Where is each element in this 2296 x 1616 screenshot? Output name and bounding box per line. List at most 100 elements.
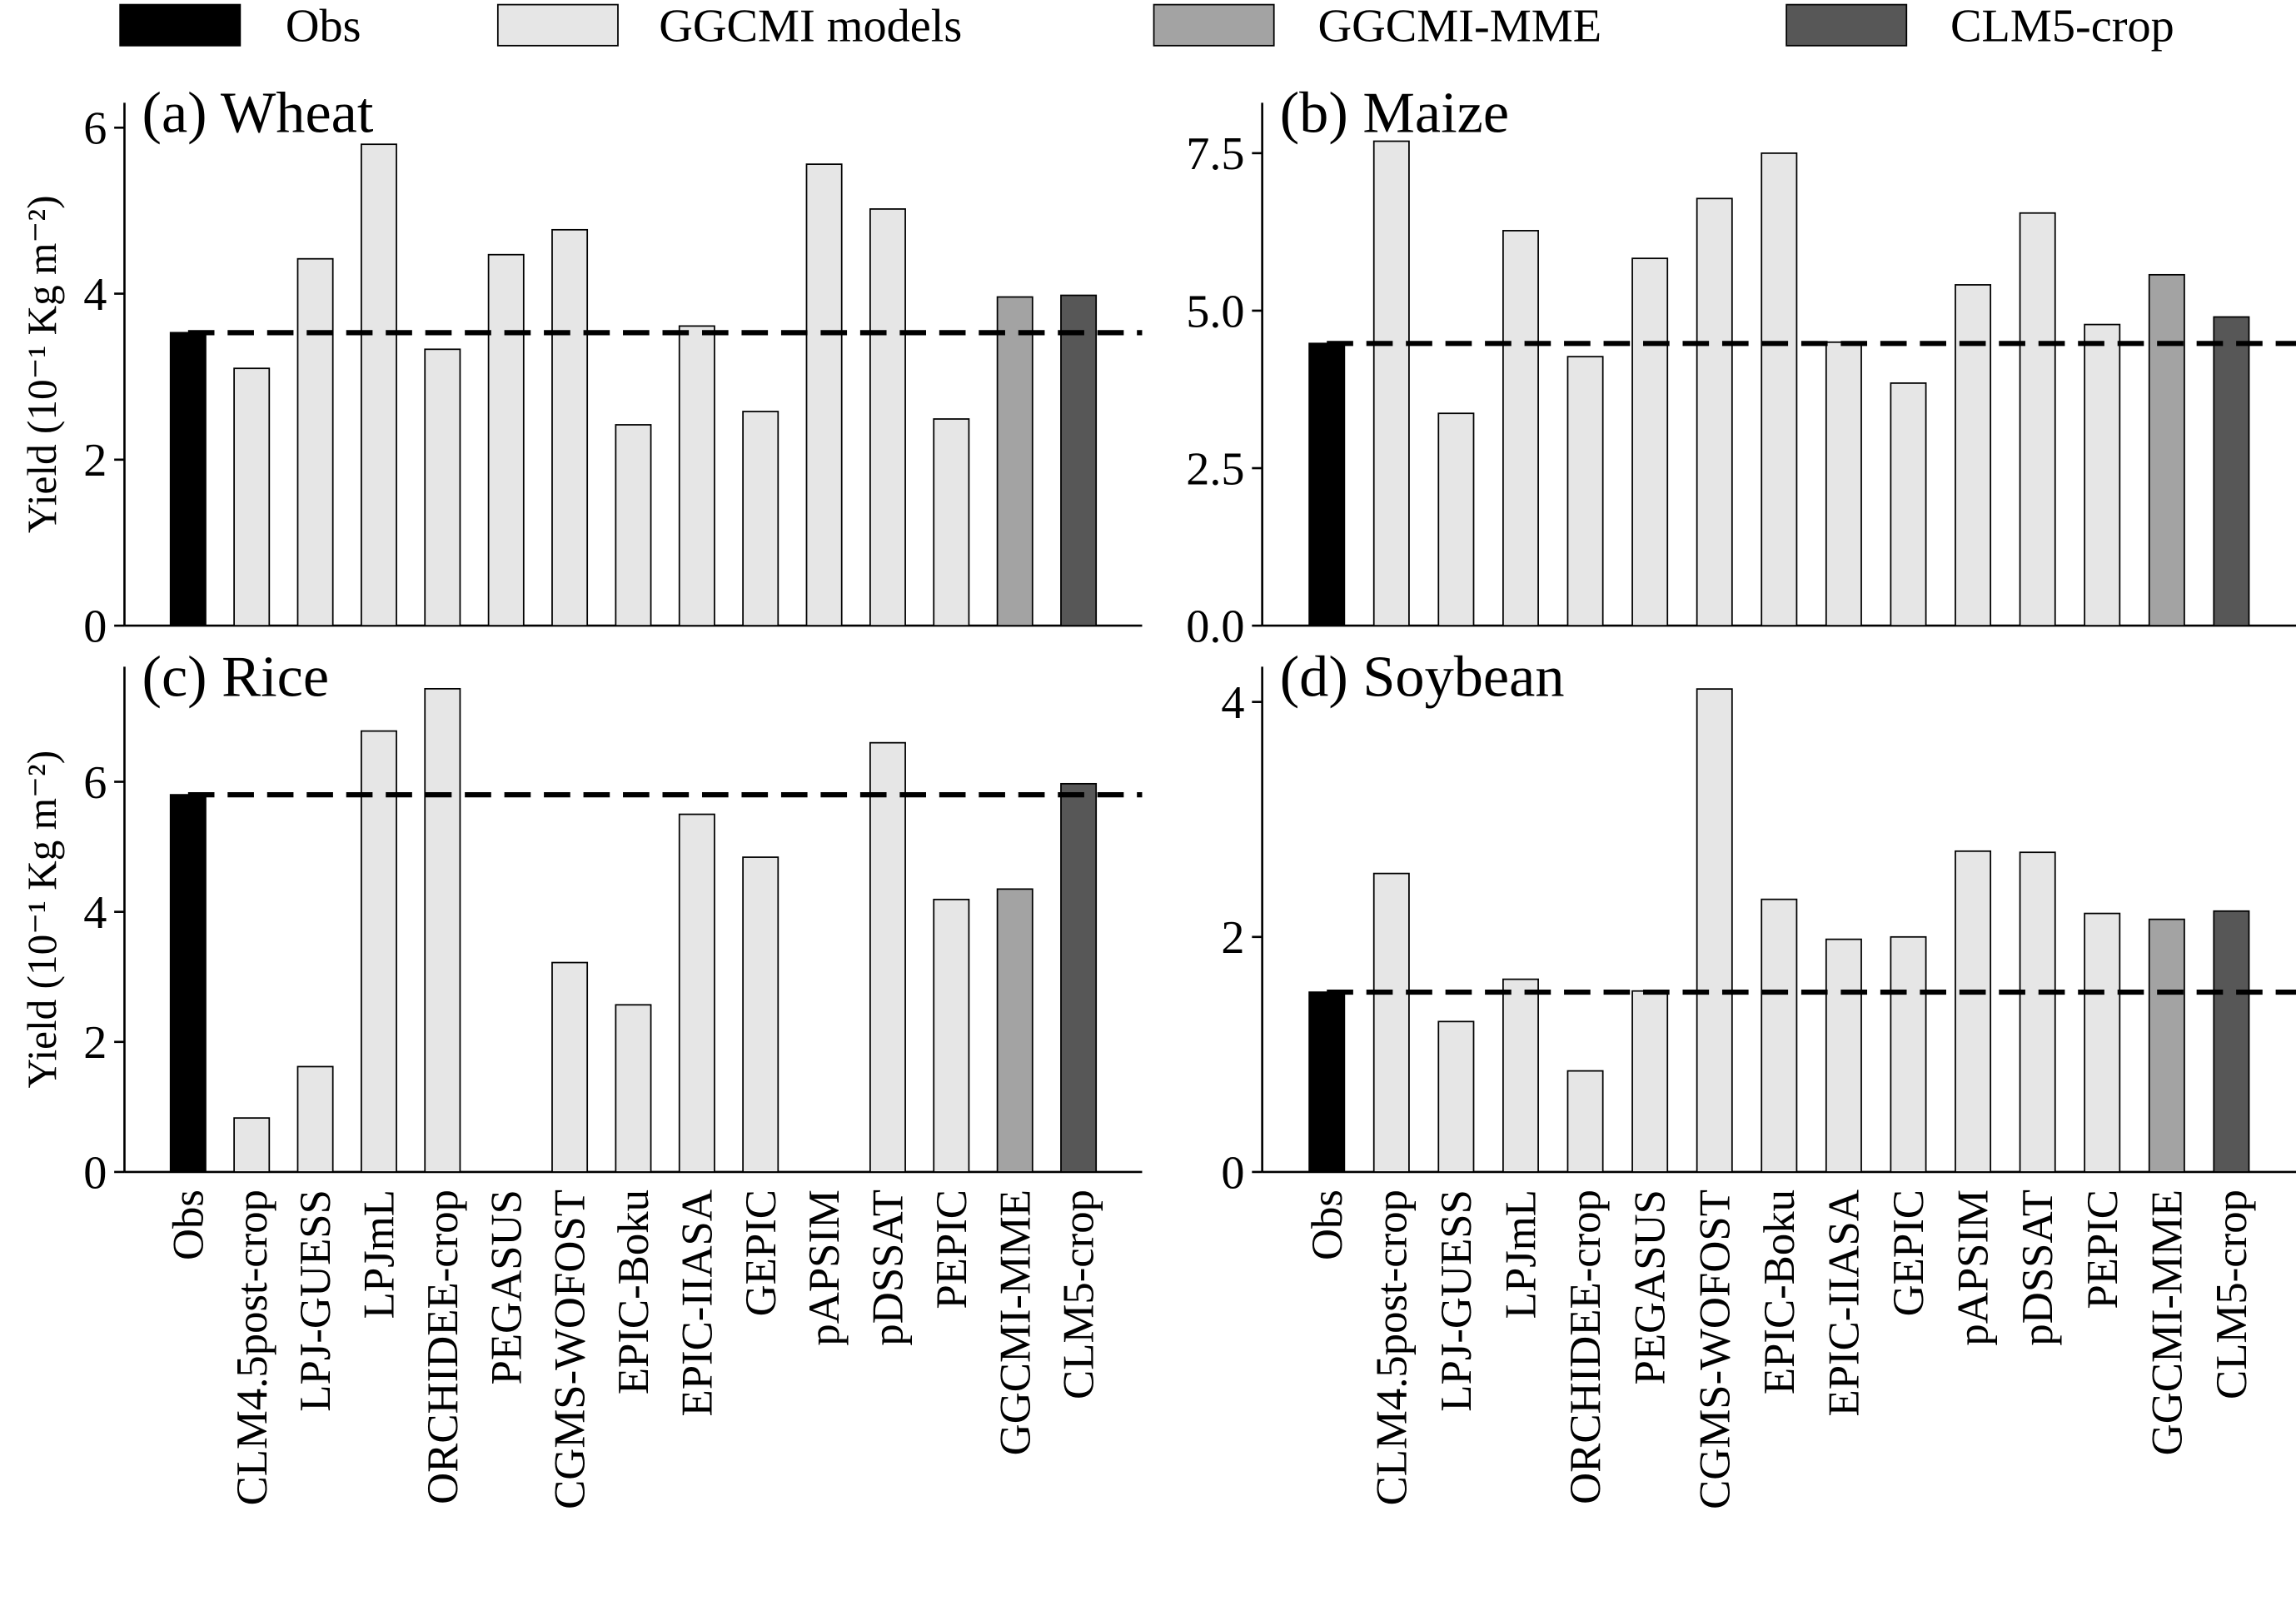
bar	[1890, 935, 1927, 1173]
bar	[1761, 898, 1798, 1173]
x-tick-label: ORCHIDEE-crop	[1561, 1190, 1610, 1504]
x-tick-label: CLM4.5post-crop	[1367, 1190, 1416, 1505]
bar	[360, 143, 397, 626]
panel-title: (d) Soybean	[1280, 644, 1565, 709]
x-tick-label: PEPIC	[928, 1190, 976, 1309]
x-tick-label: Obs	[1303, 1190, 1352, 1260]
bar	[933, 898, 970, 1173]
bar	[1372, 872, 1410, 1173]
x-tick-label: LPJ-GUESS	[1432, 1190, 1481, 1412]
x-tick-label: EPIC-IIASA	[1820, 1190, 1868, 1416]
bar	[2019, 851, 2056, 1173]
bar	[296, 257, 334, 626]
x-tick-label: Obs	[164, 1190, 212, 1260]
y-tick-label: 6	[83, 757, 107, 809]
bar	[233, 1117, 271, 1173]
bar	[1955, 850, 1992, 1173]
y-tick-label: 0.0	[1186, 601, 1244, 652]
legend-label: GGCMI models	[659, 1, 962, 52]
bar	[1060, 294, 1098, 626]
bar	[615, 424, 652, 626]
y-tick-label: 7.5	[1186, 128, 1244, 180]
bar	[1825, 938, 1862, 1173]
x-tick-label: EPIC-Boku	[610, 1190, 658, 1394]
legend-swatch	[1786, 3, 1908, 47]
y-tick-label: 0	[83, 1147, 107, 1199]
y-tick-label: 6	[83, 103, 107, 155]
bar	[1566, 356, 1604, 626]
x-tick-label: pAPSIM	[800, 1190, 849, 1346]
bar	[933, 418, 970, 626]
x-tick-label: CLM5-crop	[2208, 1190, 2256, 1399]
bar	[2084, 323, 2121, 626]
bar	[1502, 230, 1539, 626]
x-tick-label: LPJmL	[356, 1190, 404, 1319]
legend-label: CLM5-crop	[1950, 1, 2174, 52]
bar	[869, 208, 906, 626]
bar	[2019, 212, 2056, 626]
panel-title: (a) Wheat	[142, 81, 374, 146]
bar	[678, 325, 715, 626]
x-tick-label: pDSSAT	[864, 1190, 913, 1346]
bar	[1437, 1020, 1475, 1173]
x-tick-label: CGMS-WOFOST	[546, 1190, 595, 1509]
bar	[424, 687, 461, 1173]
bar	[551, 228, 589, 626]
bar	[869, 741, 906, 1173]
x-tick-label: CLM4.5post-crop	[228, 1190, 276, 1505]
bar	[1631, 990, 1669, 1173]
x-tick-label: CGMS-WOFOST	[1691, 1190, 1739, 1509]
bar	[551, 961, 589, 1173]
y-axis-label: Yield (10⁻¹ Kg m⁻²)	[19, 196, 65, 533]
panel-title: (b) Maize	[1280, 81, 1509, 146]
x-tick-label: LPJmL	[1497, 1190, 1546, 1319]
bar	[360, 730, 397, 1173]
y-tick-label: 4	[83, 269, 107, 321]
bar	[1502, 978, 1539, 1173]
bar	[1696, 197, 1733, 626]
y-tick-label: 2	[83, 435, 107, 486]
x-tick-label: pDSSAT	[2014, 1190, 2062, 1346]
x-tick-label: GGCMI-MME	[2143, 1190, 2191, 1455]
bar	[1566, 1070, 1604, 1173]
y-tick-label: 0	[1221, 1147, 1244, 1199]
bar	[296, 1065, 334, 1173]
bar	[678, 813, 715, 1173]
bar	[1761, 152, 1798, 626]
legend-label: Obs	[286, 1, 361, 52]
bar	[805, 163, 843, 626]
bar	[742, 856, 779, 1173]
legend-swatch	[1153, 3, 1275, 47]
bar	[169, 794, 207, 1173]
y-tick-label: 0	[83, 601, 107, 652]
bar	[1890, 382, 1927, 626]
x-tick-label: PEGASUS	[482, 1190, 530, 1384]
bar	[2213, 316, 2250, 626]
x-tick-label: GGCMI-MME	[991, 1190, 1039, 1455]
bar	[2084, 912, 2121, 1173]
y-tick-label: 2	[1221, 912, 1244, 964]
legend-label: GGCMI-MME	[1317, 1, 1601, 52]
x-tick-label: GEPIC	[737, 1190, 785, 1316]
legend-swatch	[119, 3, 242, 47]
bar	[1372, 140, 1410, 626]
bar	[1308, 991, 1346, 1173]
bar	[487, 253, 525, 626]
bar	[2148, 273, 2185, 626]
bar	[1825, 341, 1862, 626]
bar	[1955, 284, 1992, 626]
bar	[996, 888, 1033, 1173]
x-tick-label: GEPIC	[1885, 1190, 1933, 1316]
bar	[233, 367, 271, 626]
x-tick-label: PEGASUS	[1626, 1190, 1675, 1384]
bar	[1696, 688, 1733, 1173]
x-tick-label: EPIC-IIASA	[673, 1190, 721, 1416]
y-axis-label: Yield (10⁻¹ Kg m⁻²)	[19, 751, 65, 1088]
bar	[615, 1004, 652, 1173]
x-tick-label: CLM5-crop	[1055, 1190, 1103, 1399]
y-tick-label: 4	[83, 887, 107, 939]
bar	[1060, 782, 1098, 1173]
x-tick-label: PEPIC	[2079, 1190, 2127, 1309]
